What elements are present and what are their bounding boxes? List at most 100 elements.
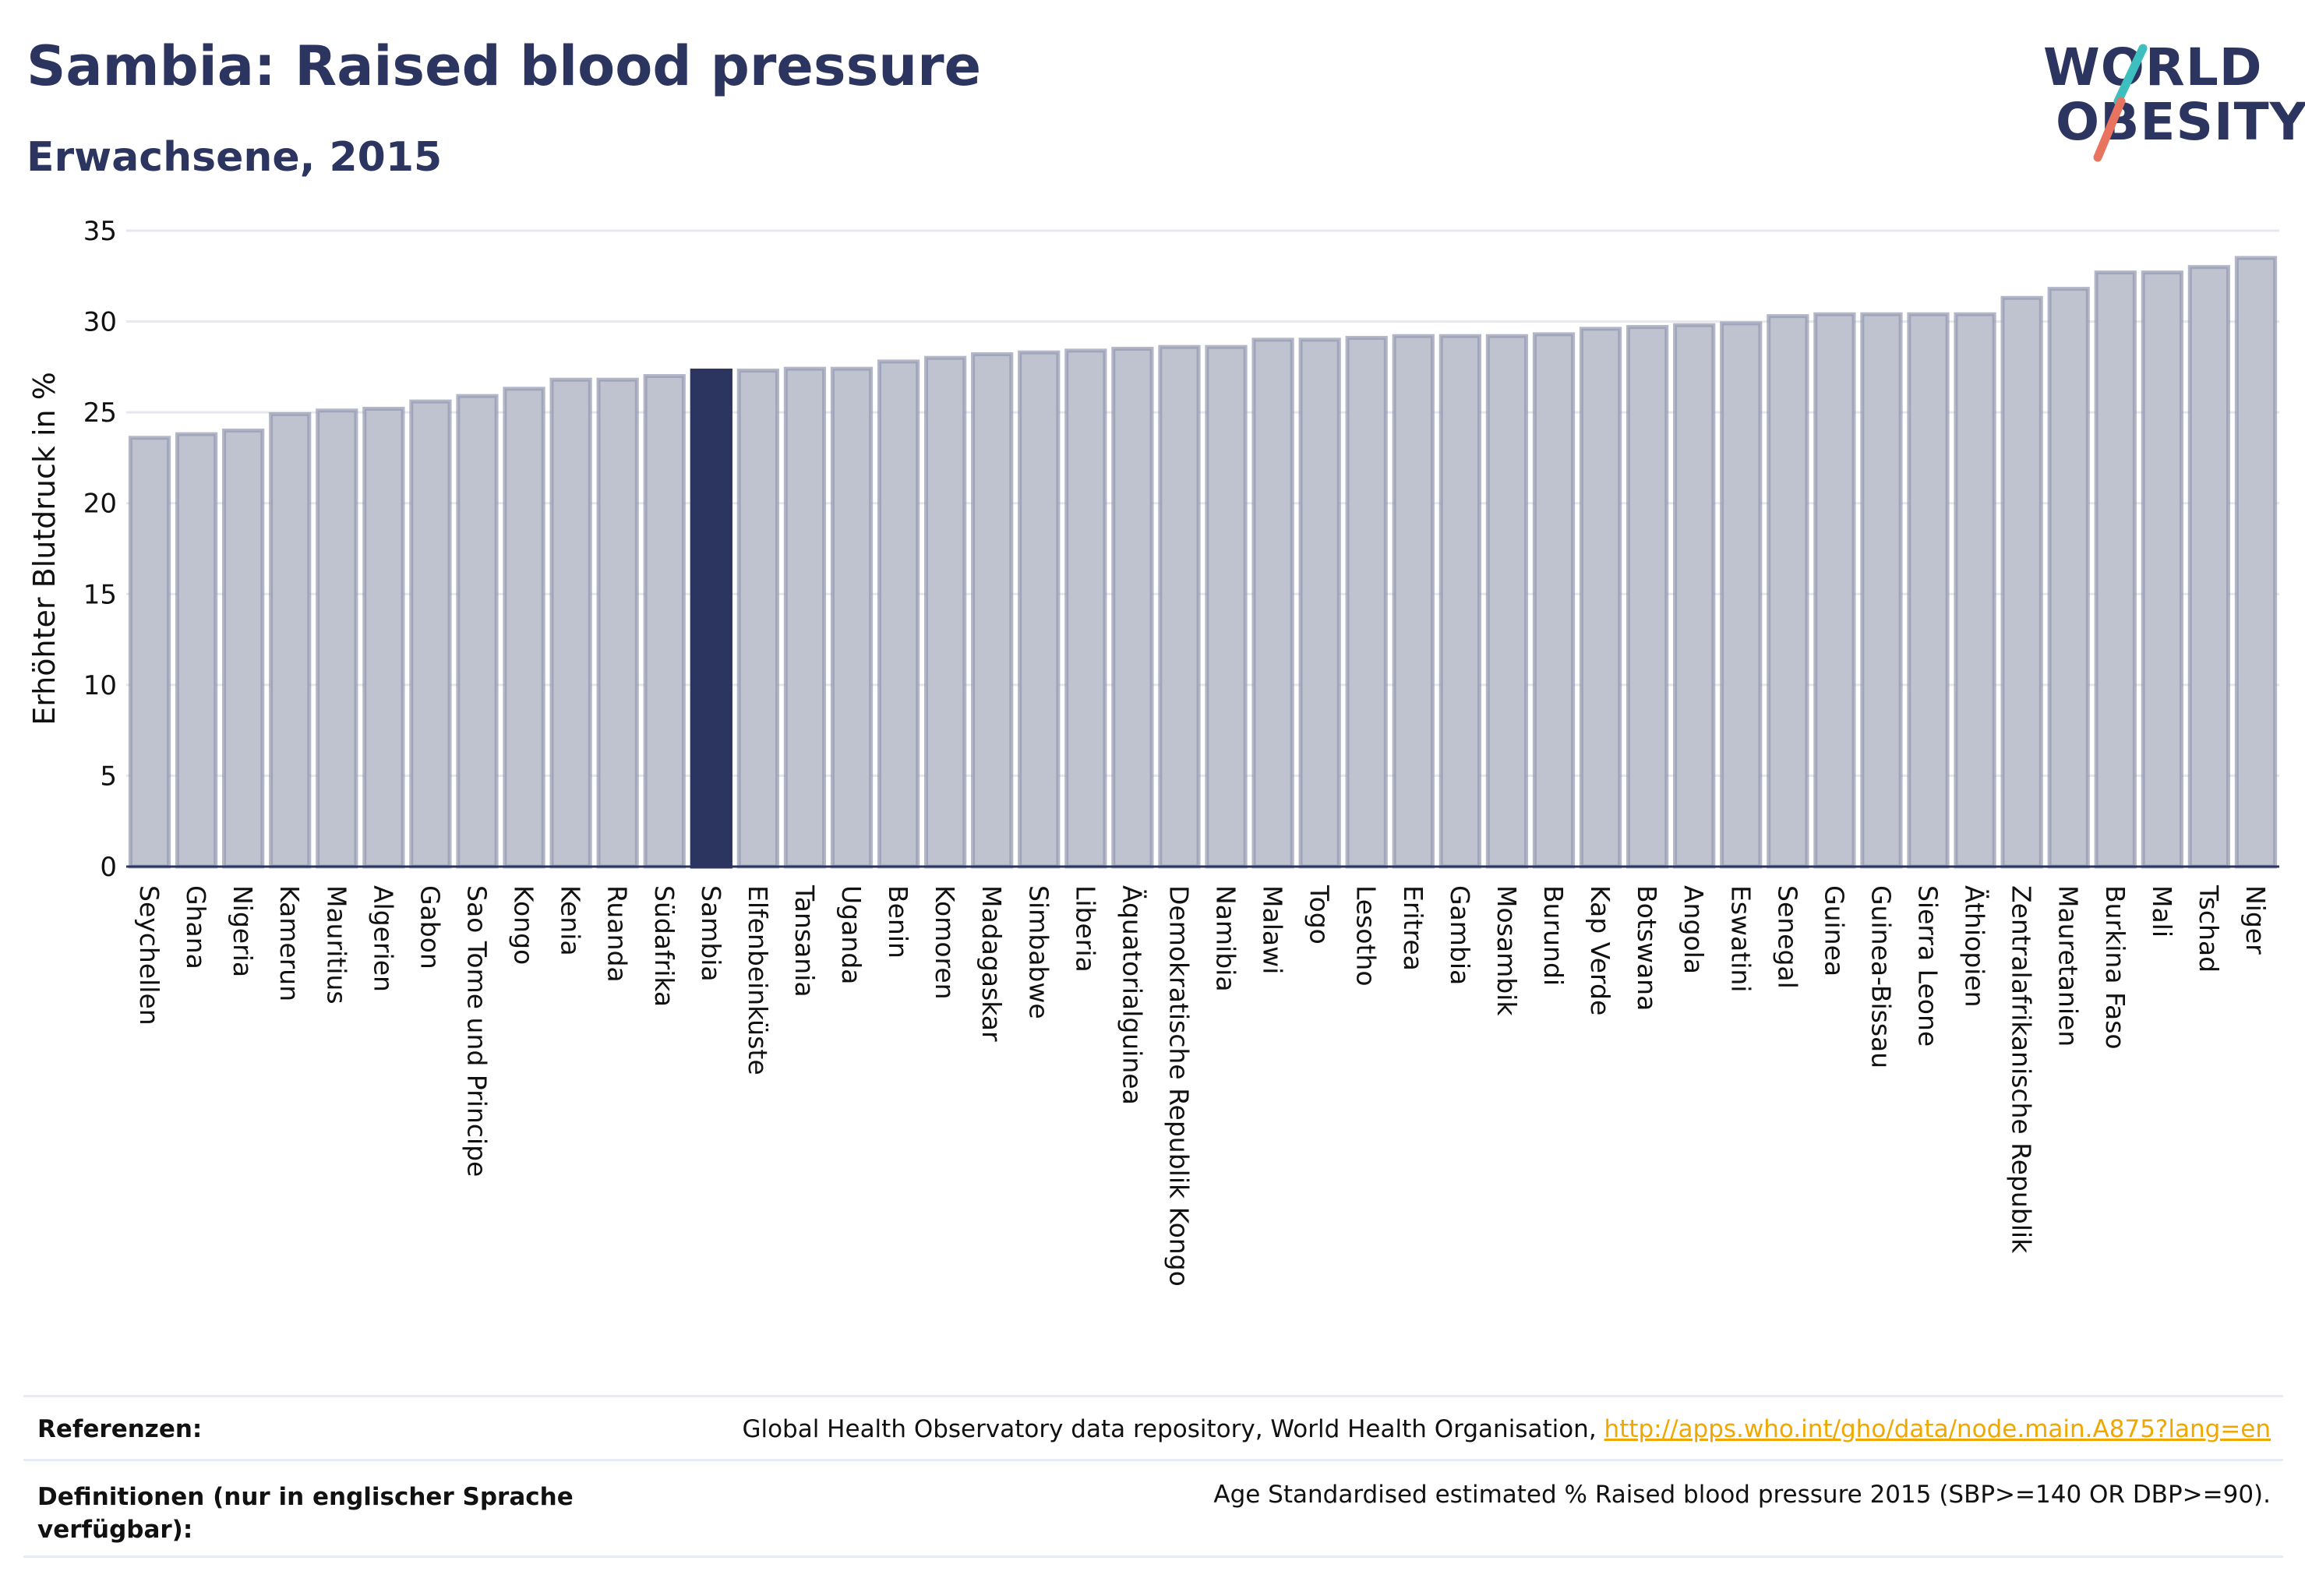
x-tick-label: Tansania bbox=[789, 885, 820, 998]
bar-burundi bbox=[1532, 332, 1576, 869]
x-tick-label: Eritrea bbox=[1398, 885, 1428, 971]
x-tick-label: Lesotho bbox=[1351, 885, 1382, 987]
x-tick-label: Zentralafrikanische Republik bbox=[2007, 885, 2037, 1254]
bar-südafrika bbox=[643, 374, 686, 869]
footer-divider bbox=[23, 1395, 2283, 1397]
x-tick-label: Äquatorialguinea bbox=[1117, 885, 1147, 1105]
x-tick-label: Kongo bbox=[509, 885, 539, 965]
x-tick-label: Sierra Leone bbox=[1913, 885, 1943, 1047]
x-tick-label: Senegal bbox=[1772, 885, 1802, 989]
x-tick-label: Kenia bbox=[556, 885, 586, 956]
x-tick-label: Guinea bbox=[1819, 885, 1849, 976]
x-tick-label: Mali bbox=[2147, 885, 2177, 937]
bar-angola bbox=[1673, 323, 1716, 869]
x-tick-label: Seychellen bbox=[134, 885, 164, 1026]
bar-eritrea bbox=[1392, 334, 1435, 869]
logo-text-obesity: OBESITY bbox=[2056, 92, 2305, 152]
x-tick-label: Elfenbeinküste bbox=[743, 885, 773, 1075]
bar-sierra-leone bbox=[1907, 312, 1950, 869]
x-tick-label: Algerien bbox=[368, 885, 398, 992]
footer-divider bbox=[23, 1459, 2283, 1461]
x-tick-label: Äthiopien bbox=[1960, 885, 1990, 1008]
x-tick-label: Simbabwe bbox=[1023, 885, 1054, 1019]
x-tick-label: Gambia bbox=[1445, 885, 1475, 985]
bar-mali bbox=[2141, 270, 2183, 869]
chart-title: Sambia: Raised blood pressure bbox=[26, 34, 982, 98]
x-axis-labels: Seychellen Ghana Nigeria Kamerun Mauritius Al… bbox=[134, 885, 2271, 1287]
x-tick-label: Niger bbox=[2240, 885, 2271, 955]
bar-mauritius bbox=[316, 408, 358, 869]
bar-kongo bbox=[503, 387, 545, 869]
bar-eswatini bbox=[1720, 321, 1763, 869]
bar-namibia bbox=[1205, 344, 1248, 869]
bar-äthiopien bbox=[1954, 312, 1996, 869]
bar-mauretanien bbox=[2047, 287, 2090, 869]
footer-divider bbox=[23, 1555, 2283, 1558]
references-link[interactable]: http://apps.who.int/gho/data/node.main.A… bbox=[1604, 1415, 2271, 1443]
y-tick-label: 35 bbox=[83, 216, 117, 247]
definitions-value: Age Standardised estimated % Raised bloo… bbox=[1213, 1481, 2271, 1509]
x-tick-label: Sao Tome und Principe bbox=[461, 885, 492, 1177]
bar-senegal bbox=[1767, 314, 1809, 869]
x-tick-label: Uganda bbox=[836, 885, 867, 984]
bar-ruanda bbox=[596, 377, 639, 869]
x-tick-label: Sambia bbox=[696, 885, 726, 982]
bar-botswana bbox=[1626, 325, 1669, 869]
bar-uganda bbox=[830, 366, 874, 869]
y-tick-label: 15 bbox=[83, 579, 117, 610]
definitions-row: Definitionen (nur in englischer Sprache … bbox=[23, 1478, 2283, 1555]
x-tick-label: Nigeria bbox=[228, 885, 258, 977]
x-tick-label: Mauretanien bbox=[2053, 885, 2084, 1047]
references-text: Global Health Observatory data repositor… bbox=[742, 1415, 1604, 1443]
bar-kenia bbox=[549, 377, 592, 869]
x-tick-label: Eswatini bbox=[1725, 885, 1756, 992]
bar-guinea bbox=[1813, 312, 1856, 869]
logo-text-world: WORLD bbox=[2043, 37, 2263, 97]
x-tick-label: Ruanda bbox=[602, 885, 633, 983]
bar-zentralafrikanische-republik bbox=[2000, 295, 2043, 869]
logo-slash-icon bbox=[2093, 44, 2148, 162]
references-value: Global Health Observatory data repositor… bbox=[742, 1415, 2271, 1443]
x-tick-label: Benin bbox=[883, 885, 913, 959]
bar-demokratische-republik-kongo bbox=[1158, 344, 1201, 869]
world-obesity-logo: WORLD OBESITY bbox=[2026, 23, 2305, 164]
x-tick-label: Burundi bbox=[1538, 885, 1569, 986]
bar-madagaskar bbox=[971, 352, 1014, 869]
bar-elfenbeinküste bbox=[736, 369, 780, 869]
y-axis-ticks: 0 5 10 15 20 25 30 35 bbox=[83, 216, 117, 883]
bar-simbabwe bbox=[1018, 350, 1061, 869]
y-tick-label: 30 bbox=[83, 307, 117, 338]
bar-sambia bbox=[690, 369, 732, 869]
references-label: Referenzen: bbox=[37, 1415, 203, 1443]
x-tick-label: Kamerun bbox=[274, 885, 305, 1001]
x-tick-label: Demokratische Republik Kongo bbox=[1163, 885, 1194, 1287]
bar-kamerun bbox=[269, 411, 312, 869]
bar-togo bbox=[1298, 337, 1341, 869]
x-tick-label: Botswana bbox=[1632, 885, 1662, 1011]
x-tick-label: Mosambik bbox=[1491, 885, 1522, 1016]
x-tick-label: Gabon bbox=[415, 885, 445, 969]
y-tick-label: 25 bbox=[83, 397, 117, 429]
bar-tansania bbox=[783, 366, 827, 869]
bar-niger bbox=[2234, 256, 2278, 869]
x-tick-label: Burkina Faso bbox=[2100, 885, 2130, 1050]
bar-tschad bbox=[2187, 265, 2231, 869]
definitions-label: Definitionen (nur in englischer Sprache … bbox=[37, 1483, 574, 1544]
bar-nigeria bbox=[222, 428, 265, 869]
y-tick-label: 10 bbox=[83, 670, 117, 701]
bar-seychellen bbox=[128, 436, 171, 869]
x-tick-label: Madagaskar bbox=[976, 885, 1007, 1042]
references-row: Referenzen: Global Health Observatory da… bbox=[23, 1412, 2283, 1456]
bar-algerien bbox=[362, 406, 405, 869]
x-tick-label: Tschad bbox=[2194, 885, 2224, 973]
y-tick-label: 5 bbox=[100, 761, 117, 792]
bar-sao-tome-und-principe bbox=[456, 394, 499, 869]
bar-gabon bbox=[409, 399, 452, 869]
bar-kap-verde bbox=[1579, 327, 1622, 869]
bar-chart: 0 5 10 15 20 25 30 35 Seychellen Ghana Nigeria Kam… bbox=[27, 216, 2279, 1287]
bar-benin bbox=[877, 359, 920, 869]
y-axis-label: Erhöhter Blutdruck in % bbox=[27, 372, 62, 726]
bar-äquatorialguinea bbox=[1111, 347, 1154, 869]
x-tick-label: Liberia bbox=[1070, 885, 1100, 973]
y-tick-label: 20 bbox=[83, 489, 117, 520]
